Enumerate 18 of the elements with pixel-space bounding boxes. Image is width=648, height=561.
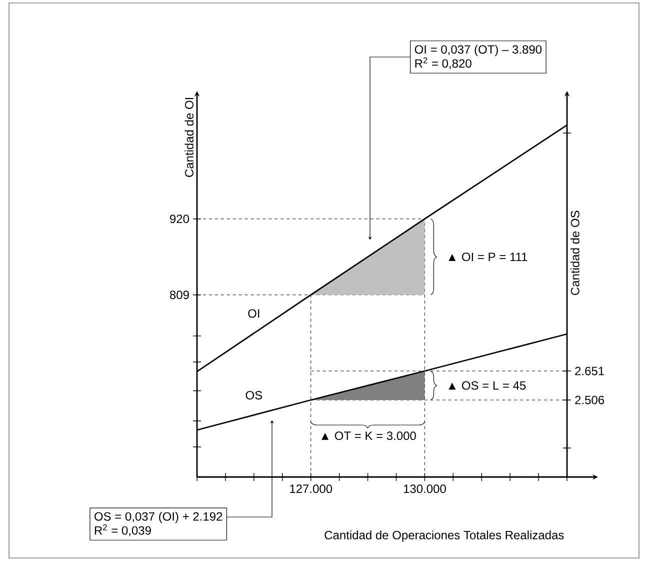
y2-axis-title: Cantidad de OS: [570, 210, 580, 295]
annotation: ▲ OT = K = 3.000: [322, 432, 416, 440]
series-label: OI: [248, 309, 260, 318]
annotation: ▲ OI = P = 111: [448, 252, 528, 262]
text: OI = 0,037 (OT) – 3.890: [414, 44, 542, 56]
text: R$^{2}$ = 0,039: [94, 524, 151, 536]
y2-tick-label: 2.506: [575, 396, 604, 404]
y-axis-title: Cantidad de OI: [184, 98, 194, 177]
series-label: OS: [246, 390, 262, 400]
y2-tick-label: 2.651: [575, 366, 604, 376]
text: OS = 0,037 (OI) + 2.192: [94, 512, 222, 524]
text: R$^{2}$ = 0,820: [415, 57, 472, 70]
x-axis-title: Cantidad de Operaciones Totales Realizadas: [324, 530, 564, 542]
x-tick-label: 127.000: [290, 484, 332, 494]
x-tick-label: 130.000: [404, 484, 446, 494]
annotation: ▲ OS = L = 45: [448, 381, 526, 390]
y-tick-label: 809: [170, 290, 189, 300]
y-tick-label: 920: [170, 214, 190, 224]
